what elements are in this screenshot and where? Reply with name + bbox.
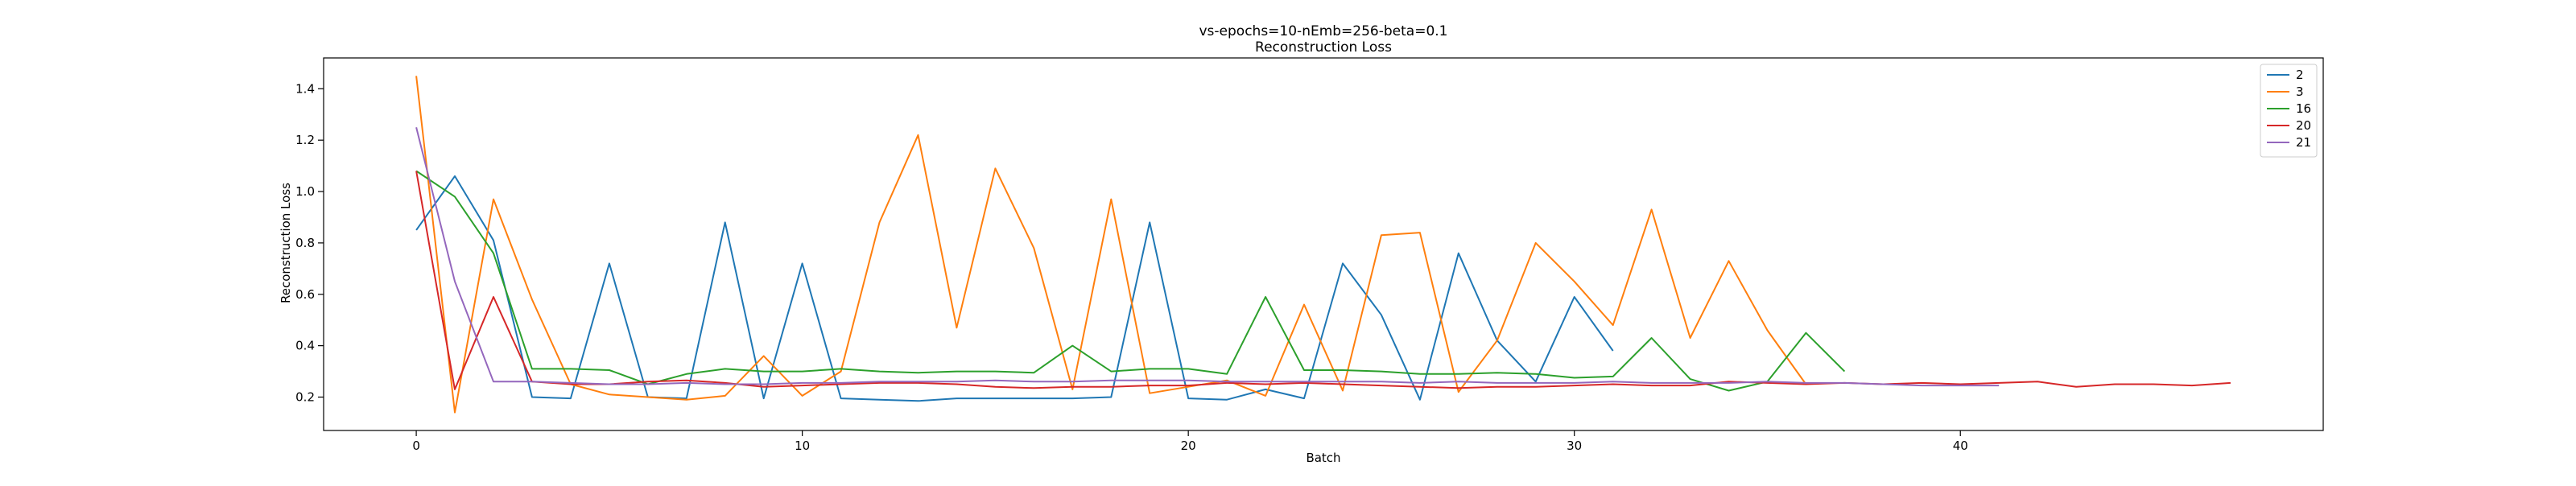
x-tick-label: 0 <box>412 439 420 453</box>
x-tick-label: 10 <box>795 439 810 453</box>
series-line-16 <box>415 170 1846 392</box>
chart-title: vs-epochs=10-nEmb=256-beta=0.1 <box>1199 23 1448 39</box>
legend-label-16: 16 <box>2296 101 2311 116</box>
series-line-21 <box>415 126 2000 387</box>
plot-frame <box>323 57 2324 431</box>
legend: 2 3 16 20 21 <box>2260 64 2318 158</box>
x-tick-label: 40 <box>1953 439 1968 453</box>
plot-area: 0 10 20 30 40 0.2 0.4 0.6 0.8 1.0 1.2 1.4 <box>295 57 2324 453</box>
legend-label-3: 3 <box>2296 84 2304 99</box>
legend-label-20: 20 <box>2296 118 2311 133</box>
x-axis-label: Batch <box>1306 451 1340 465</box>
series-line-2 <box>415 175 1614 402</box>
series-line-20 <box>415 171 2231 390</box>
legend-label-2: 2 <box>2296 68 2304 82</box>
y-axis-label: Reconstruction Loss <box>279 183 293 303</box>
y-tick-label: 1.2 <box>295 133 315 147</box>
x-tick-label: 30 <box>1567 439 1582 453</box>
y-tick-label: 1.4 <box>295 81 315 96</box>
x-tick-label: 20 <box>1181 439 1196 453</box>
chart-subtitle: Reconstruction Loss <box>1255 39 1392 56</box>
legend-label-21: 21 <box>2296 135 2311 150</box>
y-tick-label: 1.0 <box>295 184 315 199</box>
series-line-3 <box>415 76 1807 414</box>
y-tick-label: 0.8 <box>295 236 315 250</box>
y-tick-label: 0.6 <box>295 287 315 302</box>
y-tick-label: 0.4 <box>295 339 315 353</box>
legend-box <box>2260 64 2318 158</box>
y-tick-label: 0.2 <box>295 389 315 404</box>
